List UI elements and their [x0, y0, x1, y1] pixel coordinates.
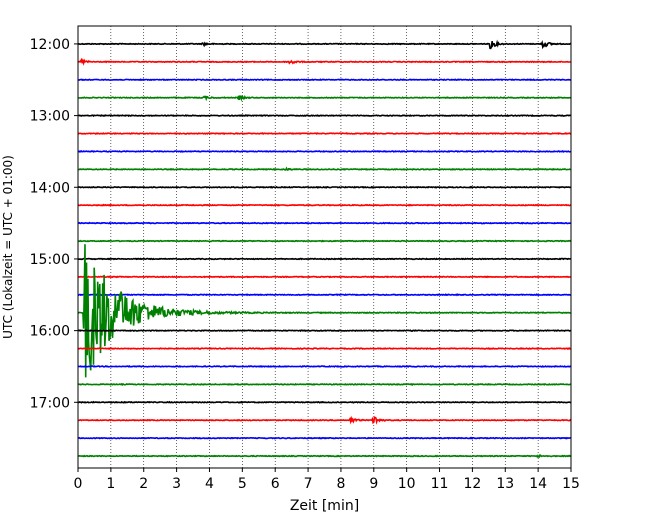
trace-1645 [78, 382, 571, 387]
trace-1345 [78, 166, 571, 171]
trace-1200 [78, 39, 571, 50]
x-tick-label: 5 [238, 476, 247, 492]
trace-1415 [78, 203, 571, 207]
trace-1630 [78, 364, 571, 368]
trace-1515 [78, 275, 571, 279]
x-axis-label: Zeit [min] [290, 498, 359, 514]
trace-1500 [78, 257, 571, 261]
trace-1615 [78, 347, 571, 351]
trace-1215 [78, 57, 571, 66]
y-axis: 12:00 13:00 14:00 15:00 16:00 17:00 [30, 37, 78, 411]
trace-1330 [78, 150, 571, 153]
trace-1315 [78, 132, 571, 135]
trace-1715 [78, 415, 571, 425]
x-tick-label: 15 [562, 476, 580, 492]
plot-frame [77, 25, 572, 469]
y-tick-label: 12:00 [30, 37, 70, 53]
x-tick-label: 7 [304, 476, 313, 492]
x-tick-label: 6 [271, 476, 280, 492]
trace-1400 [78, 185, 571, 189]
x-tick-label: 11 [431, 476, 449, 492]
x-tick-label: 9 [369, 476, 378, 492]
y-tick-label: 16:00 [30, 324, 70, 340]
y-tick-label: 13:00 [30, 109, 70, 125]
y-tick-label: 14:00 [30, 180, 70, 196]
trace-1745 [78, 454, 571, 459]
x-axis: 0 1 2 3 4 5 6 7 8 9 10 11 12 13 14 15 [74, 468, 580, 492]
trace-1230 [78, 78, 571, 82]
trace-area [78, 39, 571, 459]
x-tick-label: 10 [398, 476, 416, 492]
trace-1600 [78, 329, 571, 333]
x-tick-label: 2 [139, 476, 148, 492]
x-tick-label: 8 [336, 476, 345, 492]
trace-1700 [78, 400, 571, 404]
x-tick-label: 14 [529, 476, 547, 492]
y-tick-label: 15:00 [30, 252, 70, 268]
trace-1445 [78, 239, 571, 243]
trace-1300 [78, 114, 571, 118]
trace-1245 [78, 94, 571, 102]
x-tick-label: 1 [106, 476, 115, 492]
y-tick-label: 17:00 [30, 395, 70, 411]
x-tick-label: 12 [463, 476, 481, 492]
x-tick-label: 0 [74, 476, 83, 492]
trace-1430 [78, 221, 571, 225]
trace-1530 [78, 293, 571, 297]
x-tick-label: 4 [205, 476, 214, 492]
x-tick-label: 13 [496, 476, 514, 492]
trace-1545 [78, 244, 571, 378]
x-tick-label: 3 [172, 476, 181, 492]
trace-1730 [78, 436, 571, 440]
y-axis-label: UTC (Lokalzeit = UTC + 01:00) [1, 155, 15, 339]
